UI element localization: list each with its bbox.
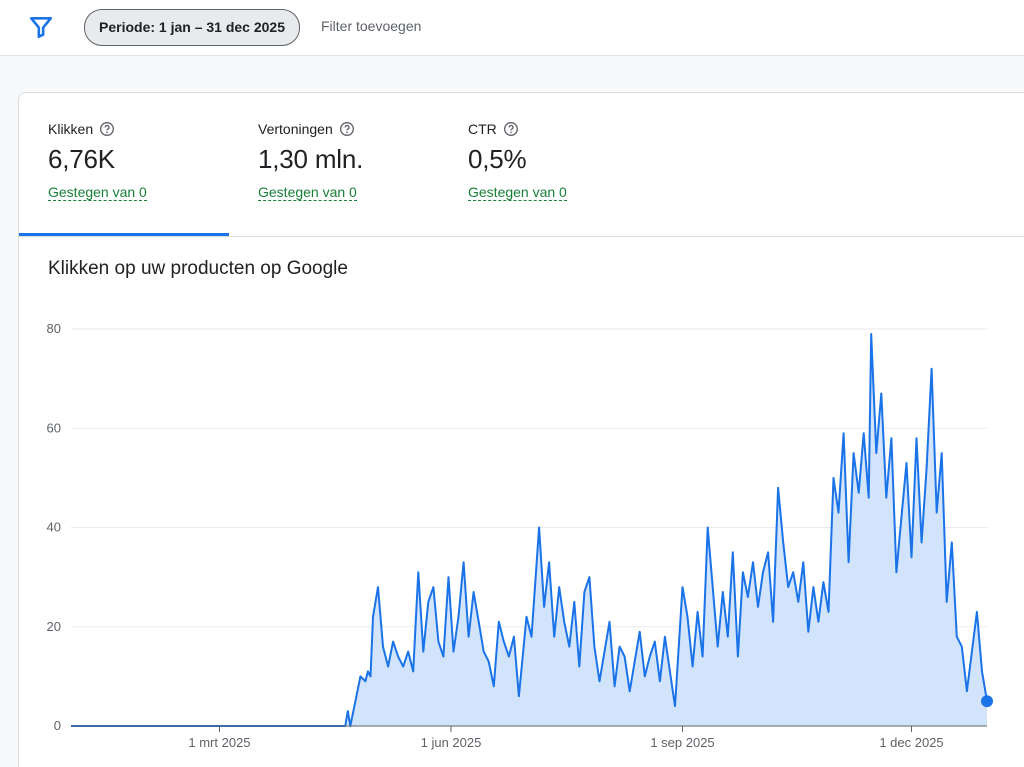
filter-icon[interactable] [28,14,54,40]
y-tick-label: 40 [47,520,61,535]
metric-value: 1,30 mln. [258,144,364,174]
series-end-point [981,695,993,708]
clicks-chart: 0 20 40 60 80 1 mrt 2025 1 jun 2025 1 sep 2025 1… [47,321,993,750]
metric-tab-clicks[interactable]: Klikken 6,76K Gestegen van 0 [19,93,229,236]
y-tick-label: 0 [54,718,61,733]
help-icon[interactable] [503,121,519,137]
x-tick-label: 1 mrt 2025 [188,735,250,750]
metric-change: Gestegen van 0 [468,184,567,201]
metric-label-row: CTR [468,121,649,137]
metric-label: Klikken [48,121,94,137]
chart-title: Klikken op uw producten op Google [48,258,348,279]
series-area [71,334,987,726]
help-icon[interactable] [339,121,355,137]
metric-tab-impressions[interactable]: Vertoningen 1,30 mln. Gestegen van 0 [229,93,439,236]
x-tick-label: 1 dec 2025 [879,735,943,750]
metric-value: 0,5% [468,144,527,174]
metric-value: 6,76K [48,144,115,174]
metric-label: CTR [468,121,497,137]
x-tick-label: 1 jun 2025 [421,735,482,750]
y-tick-label: 20 [47,619,61,634]
top-toolbar: Periode: 1 jan – 31 dec 2025 Filter toev… [0,0,1024,56]
metric-change: Gestegen van 0 [48,184,147,201]
series-line [71,333,988,727]
add-filter-button[interactable]: Filter toevoegen [321,18,422,34]
metric-label-row: Klikken [48,121,229,137]
performance-card: Klikken 6,76K Gestegen van 0 Vertoningen… [18,92,1024,767]
period-filter-chip[interactable]: Periode: 1 jan – 31 dec 2025 [84,9,300,46]
y-tick-label: 60 [47,420,61,435]
metric-label-row: Vertoningen [258,121,439,137]
metric-tab-ctr[interactable]: CTR 0,5% Gestegen van 0 [439,93,649,236]
help-icon[interactable] [99,121,115,137]
x-tick-label: 1 sep 2025 [650,735,714,750]
metric-change: Gestegen van 0 [258,184,357,201]
y-tick-label: 80 [47,321,61,336]
metric-label: Vertoningen [258,121,333,137]
metric-tabs: Klikken 6,76K Gestegen van 0 Vertoningen… [19,93,1024,237]
